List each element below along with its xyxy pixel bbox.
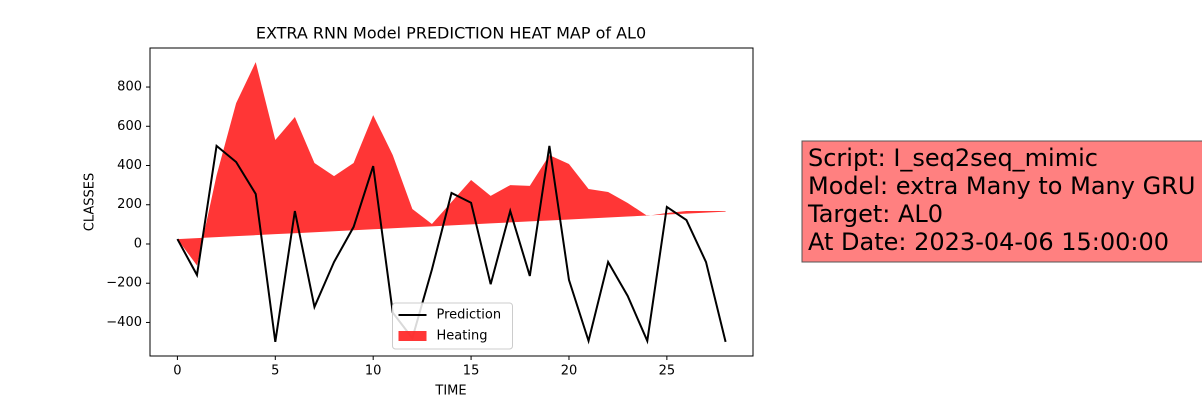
chart-title: EXTRA RNN Model PREDICTION HEAT MAP of A… xyxy=(256,24,646,43)
info-text: At Date: 2023-04-06 15:00:00 xyxy=(808,228,1169,256)
legend-label: Heating xyxy=(437,329,488,344)
plot-frame xyxy=(149,47,754,357)
info-box xyxy=(801,140,1202,263)
y-tick-label: −400 xyxy=(106,315,142,330)
heating-area xyxy=(177,62,726,266)
y-tick-label: 600 xyxy=(117,119,142,134)
y-tick-label: 400 xyxy=(117,158,142,173)
x-tick-label: 0 xyxy=(173,364,181,379)
x-tick-label: 20 xyxy=(561,364,578,379)
y-tick-label: 0 xyxy=(134,236,142,251)
x-tick-label: 15 xyxy=(463,364,480,379)
x-tick-label: 25 xyxy=(659,364,676,379)
x-tick-label: 10 xyxy=(365,364,382,379)
x-axis-label: TIME xyxy=(434,384,466,399)
y-tick-label: 200 xyxy=(117,197,142,212)
info-text: Model: extra Many to Many GRU xyxy=(808,172,1195,200)
x-tick-label: 5 xyxy=(271,364,279,379)
y-tick-label: 800 xyxy=(117,80,142,95)
info-text: Script: I_seq2seq_mimic xyxy=(808,144,1098,172)
legend-label: Prediction xyxy=(437,308,502,323)
prediction-line xyxy=(176,144,727,345)
y-tick-label: −200 xyxy=(106,276,142,291)
legend-swatch xyxy=(398,331,427,341)
info-text: Target: AL0 xyxy=(807,200,943,228)
y-axis-label: CLASSES xyxy=(83,173,98,231)
